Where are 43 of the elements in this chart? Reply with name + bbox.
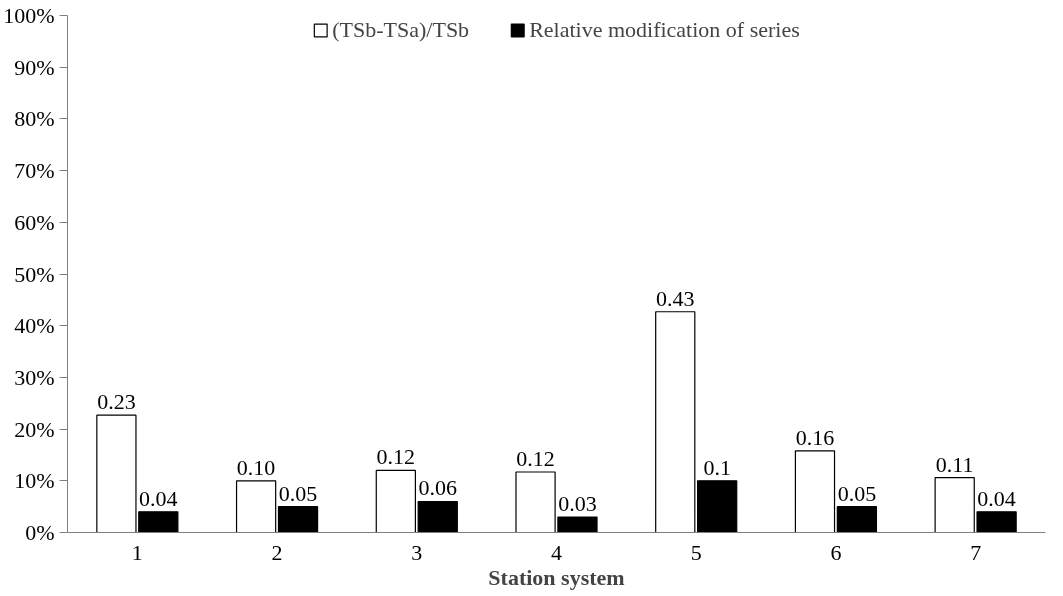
y-tick-label: 50% — [14, 261, 55, 287]
y-tick-label: 70% — [14, 158, 55, 184]
bar — [417, 500, 458, 533]
y-tick-label: 0% — [25, 520, 55, 545]
bar — [375, 469, 416, 533]
y-tick-label: 90% — [14, 54, 55, 80]
data-label: 0.23 — [97, 389, 136, 415]
data-label: 0.1 — [703, 454, 731, 480]
legend-label: Relative modification of series — [529, 17, 800, 43]
data-label: 0.05 — [837, 480, 877, 506]
data-label: 0.10 — [236, 454, 276, 480]
data-label: 0.06 — [418, 475, 457, 501]
bar — [697, 480, 738, 533]
y-tick-label: 60% — [14, 209, 55, 235]
x-tick-label: 1 — [131, 539, 143, 565]
data-label: 0.43 — [656, 285, 695, 311]
bar — [836, 506, 878, 533]
data-label: 0.05 — [278, 480, 318, 506]
x-axis-title: Station system — [488, 564, 625, 590]
bar — [277, 506, 319, 533]
y-tick-label: 100% — [3, 3, 55, 28]
data-label: 0.16 — [795, 424, 835, 450]
y-tick-label: 80% — [14, 106, 55, 132]
data-label: 0.11 — [935, 451, 974, 477]
bar — [794, 450, 836, 533]
x-tick-label: 3 — [411, 539, 423, 565]
data-label: 0.12 — [376, 444, 416, 470]
x-tick-label: 5 — [690, 539, 702, 565]
x-tick-label: 7 — [970, 539, 982, 565]
y-tick-label: 30% — [14, 364, 55, 390]
data-label: 0.03 — [558, 490, 597, 516]
bar — [235, 480, 277, 533]
data-label: 0.04 — [977, 485, 1016, 511]
bar — [655, 311, 696, 533]
x-tick-label: 4 — [551, 539, 562, 565]
data-label: 0.12 — [516, 446, 555, 472]
y-tick-label: 40% — [14, 313, 55, 339]
legend-label: (TSb-TSa)/TSb — [332, 17, 470, 43]
x-tick-label: 6 — [830, 539, 842, 565]
data-label: 0.04 — [139, 485, 178, 511]
x-tick-label: 2 — [271, 539, 283, 565]
y-tick-label: 20% — [14, 416, 55, 442]
y-tick-label: 10% — [14, 468, 55, 494]
